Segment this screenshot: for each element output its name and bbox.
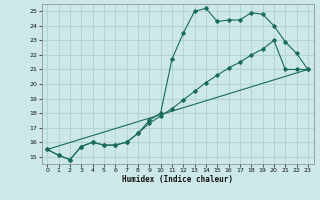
X-axis label: Humidex (Indice chaleur): Humidex (Indice chaleur)	[122, 175, 233, 184]
